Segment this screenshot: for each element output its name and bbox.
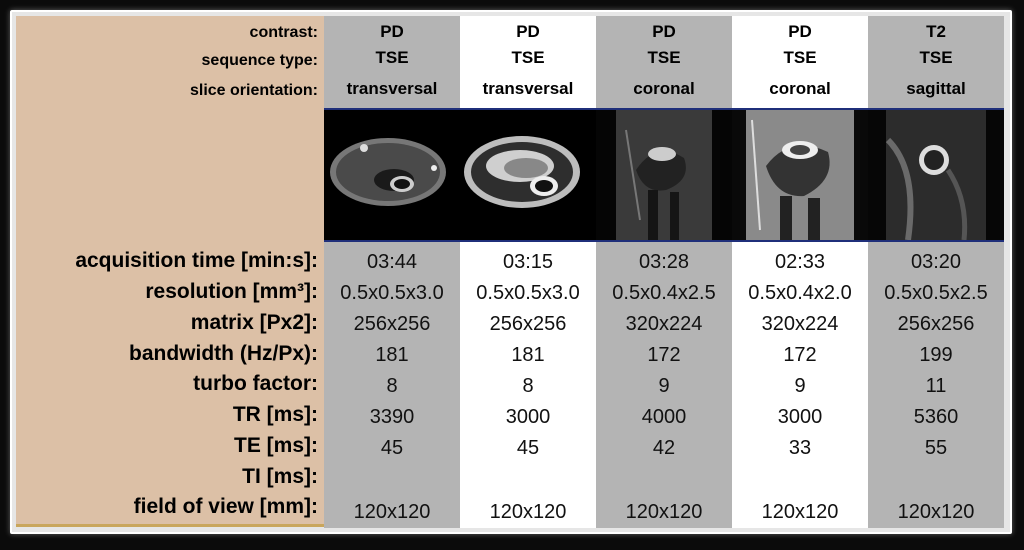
mri-thumbnail-transversal (324, 108, 460, 242)
resolution-value: 0.5x0.5x2.5 (884, 282, 988, 304)
sequence-column-2: PD TSE transversal 03:15 0.5x0.5x3.0 256… (460, 16, 596, 528)
matrix-value: 320x224 (761, 313, 839, 335)
matrix-value: 256x256 (897, 313, 975, 335)
sequence-column-4: PD TSE coronal 02:33 0.5x0.4x2.0 320x224… (732, 16, 868, 528)
resolution-value: 0.5x0.4x2.5 (612, 282, 716, 304)
column-sequence: TSE (783, 48, 817, 67)
mri-thumbnail-sagittal (868, 108, 1004, 242)
bandwidth-value: 172 (783, 344, 817, 366)
column-sequence: TSE (375, 48, 409, 67)
turbo-factor-value: 9 (658, 375, 670, 397)
column-contrast: PD (516, 22, 540, 41)
column-orientation: sagittal (906, 79, 966, 98)
acquisition-time-value: 03:44 (366, 251, 418, 273)
mri-transversal-image (460, 110, 596, 240)
tr-value: 3390 (369, 406, 415, 428)
column-contrast: PD (380, 22, 404, 41)
mri-coronal-image (732, 110, 868, 240)
mri-thumbnail-transversal (460, 108, 596, 242)
turbo-factor-value: 8 (386, 375, 398, 397)
mri-sagittal-image (868, 110, 1004, 240)
sequence-column-3: PD TSE coronal 03:28 0.5x0.4x2.5 320x224… (596, 16, 732, 528)
column-sequence: TSE (919, 48, 953, 67)
label-tr: TR [ms]: (232, 403, 318, 426)
field-of-view-value: 120x120 (761, 501, 839, 523)
label-te: TE [ms]: (234, 434, 318, 457)
sequence-column-5: T2 TSE sagittal 03:20 0.5x0.5x2.5 256x25… (868, 16, 1004, 528)
field-of-view-value: 120x120 (625, 501, 703, 523)
label-bandwidth: bandwidth (Hz/Px): (129, 342, 318, 365)
tr-value: 5360 (913, 406, 959, 428)
mri-transversal-image (324, 110, 460, 240)
column-contrast: PD (788, 22, 812, 41)
label-contrast: contrast: (249, 24, 318, 41)
row-label-column: contrast: sequence type: slice orientati… (16, 16, 324, 527)
tr-value: 4000 (641, 406, 687, 428)
column-sequence: TSE (647, 48, 681, 67)
column-sequence: TSE (511, 48, 545, 67)
field-of-view-value: 120x120 (353, 501, 431, 523)
resolution-value: 0.5x0.5x3.0 (476, 282, 580, 304)
label-field-of-view: field of view [mm]: (133, 495, 318, 518)
tr-value: 3000 (505, 406, 551, 428)
turbo-factor-value: 8 (522, 375, 534, 397)
mri-coronal-image (596, 110, 732, 240)
column-orientation: transversal (346, 79, 438, 98)
column-orientation: transversal (482, 79, 574, 98)
matrix-value: 256x256 (489, 313, 567, 335)
acquisition-time-value: 02:33 (774, 251, 826, 273)
resolution-value: 0.5x0.5x3.0 (340, 282, 444, 304)
label-acquisition-time: acquisition time [min:s]: (75, 249, 318, 272)
label-matrix: matrix [Px2]: (190, 311, 318, 334)
te-value: 42 (652, 437, 676, 459)
label-sequence-type: sequence type: (201, 52, 318, 69)
label-resolution: resolution [mm³]: (145, 280, 318, 303)
te-value: 33 (788, 437, 812, 459)
field-of-view-value: 120x120 (489, 501, 567, 523)
column-contrast: T2 (926, 22, 946, 41)
te-value: 55 (924, 437, 948, 459)
column-contrast: PD (652, 22, 676, 41)
label-turbo-factor: turbo factor: (193, 372, 318, 395)
column-orientation: coronal (633, 79, 695, 98)
turbo-factor-value: 9 (794, 375, 806, 397)
label-slice-orientation: slice orientation: (189, 82, 318, 99)
tr-value: 3000 (777, 406, 823, 428)
mri-thumbnail-coronal (732, 108, 868, 242)
matrix-value: 320x224 (625, 313, 703, 335)
column-orientation: coronal (769, 79, 831, 98)
acquisition-time-value: 03:28 (638, 251, 690, 273)
acquisition-time-value: 03:15 (502, 251, 554, 273)
mri-thumbnail-coronal (596, 108, 732, 242)
matrix-value: 256x256 (353, 313, 431, 335)
label-ti: TI [ms]: (242, 465, 318, 488)
turbo-factor-value: 11 (925, 375, 947, 397)
resolution-value: 0.5x0.4x2.0 (748, 282, 852, 304)
field-of-view-value: 120x120 (897, 501, 975, 523)
bandwidth-value: 181 (375, 344, 409, 366)
sequence-column-1: PD TSE transversal 03:44 0.5x0.5x3.0 256… (324, 16, 460, 528)
te-value: 45 (516, 437, 540, 459)
acquisition-time-value: 03:20 (910, 251, 962, 273)
bandwidth-value: 199 (919, 344, 953, 366)
bandwidth-value: 181 (511, 344, 545, 366)
te-value: 45 (380, 437, 404, 459)
bandwidth-value: 172 (647, 344, 681, 366)
